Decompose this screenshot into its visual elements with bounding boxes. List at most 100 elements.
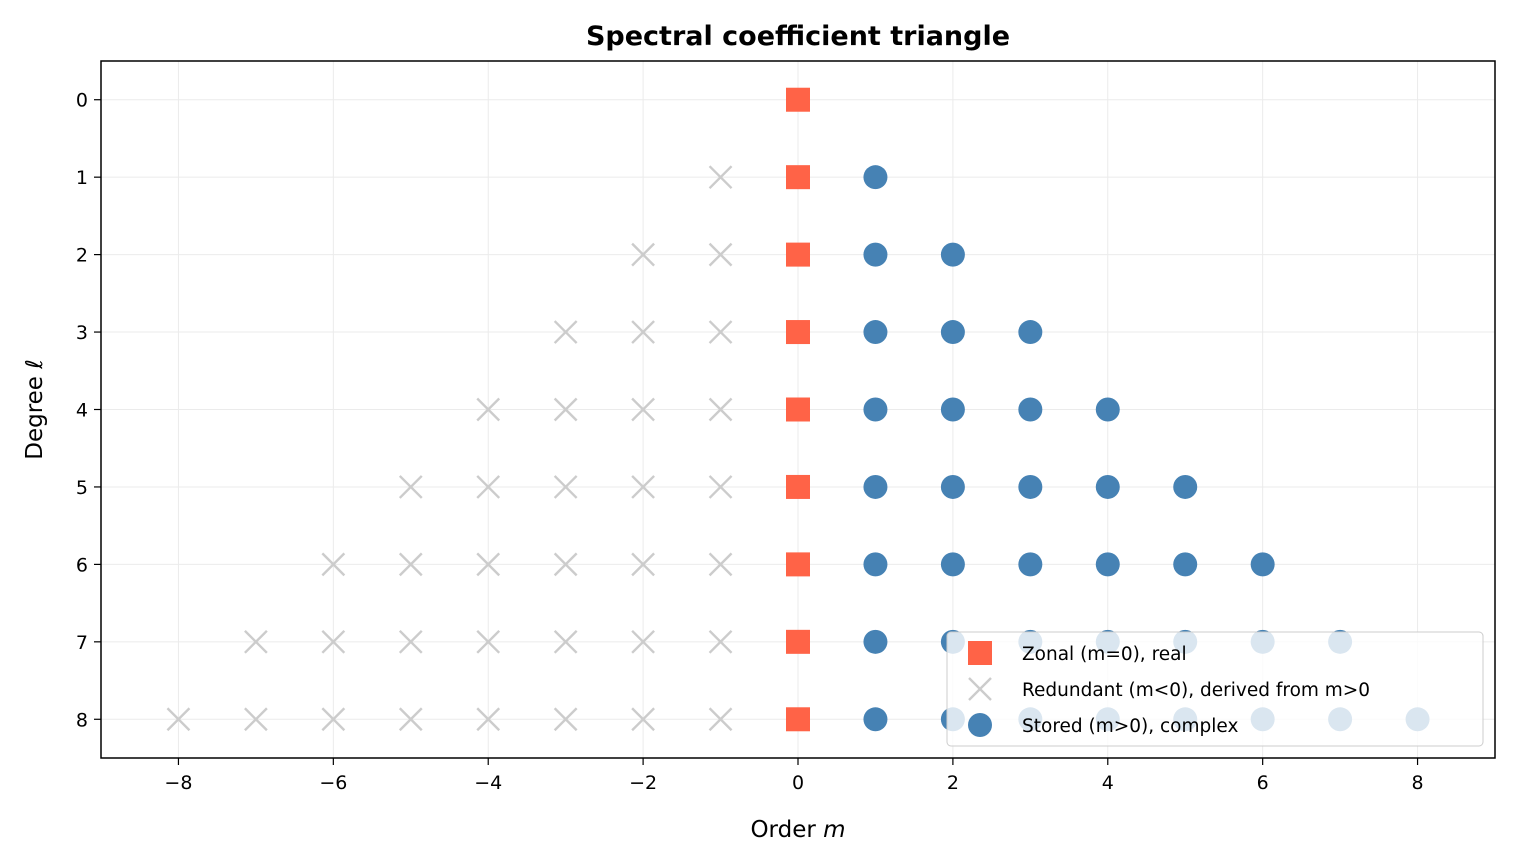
- x-point: [553, 397, 578, 422]
- y-axis-label-var: ℓ: [22, 359, 48, 370]
- x-axis-label: Order m: [750, 817, 845, 843]
- y-axis-label: Degree ℓ: [22, 359, 48, 460]
- x-tick-label: −4: [474, 772, 502, 794]
- circle-point: [863, 320, 888, 345]
- x-point: [321, 629, 346, 654]
- circle-point: [1173, 552, 1198, 577]
- x-point: [244, 707, 268, 732]
- x-point-stroke: [631, 629, 655, 654]
- x-point-stroke: [631, 475, 655, 499]
- y-tick-label: 7: [76, 632, 88, 654]
- x-point: [244, 629, 268, 654]
- x-point-stroke: [321, 707, 346, 732]
- legend-label: Zonal (m=0), real: [1022, 644, 1187, 665]
- circle-point: [940, 552, 965, 577]
- x-point: [398, 552, 423, 577]
- x-axis-label-var: m: [823, 817, 845, 843]
- axis-ticks: −8 −6 −4 −2 0 2 4 6 8 0 1 2 3 4 5 6 7 8: [76, 90, 1424, 794]
- x-point: [553, 475, 578, 499]
- circle-point: [940, 474, 965, 499]
- legend: Zonal (m=0), real Redundant (m<0), derive…: [946, 631, 1484, 747]
- x-point-stroke: [631, 242, 655, 267]
- y-tick-label: 4: [76, 400, 88, 422]
- x-point-stroke: [631, 320, 655, 344]
- x-point-stroke: [476, 397, 501, 422]
- circle-point: [940, 320, 965, 345]
- x-point-stroke: [708, 165, 733, 190]
- chart-title: Spectral coefficient triangle: [586, 21, 1010, 52]
- circle-point: [1250, 552, 1275, 577]
- legend-marker-x: [968, 677, 992, 701]
- x-point: [553, 629, 578, 654]
- x-point-stroke: [553, 629, 578, 654]
- x-point: [321, 707, 346, 732]
- x-point: [321, 552, 346, 577]
- x-point-stroke: [553, 320, 578, 344]
- x-tick-label: −2: [629, 772, 657, 794]
- legend-marker-x-stroke: [968, 677, 992, 701]
- x-point: [708, 242, 733, 267]
- x-point-stroke: [708, 707, 733, 732]
- x-point-stroke: [553, 707, 578, 732]
- x-point: [708, 707, 733, 732]
- x-point-stroke: [553, 552, 578, 577]
- x-point-stroke: [708, 242, 733, 267]
- x-point: [708, 475, 733, 499]
- x-point-stroke: [398, 475, 423, 499]
- x-point: [166, 707, 191, 732]
- data-marks: [166, 87, 1430, 732]
- circle-point: [1018, 474, 1043, 499]
- x-point-stroke: [244, 629, 268, 654]
- x-point-stroke: [476, 707, 501, 732]
- x-point-stroke: [398, 552, 423, 577]
- x-point: [631, 397, 655, 422]
- square-point: [786, 474, 810, 499]
- legend-marker-square: [968, 641, 992, 665]
- series-circle: [863, 165, 1430, 732]
- circle-point: [863, 242, 888, 267]
- x-point: [631, 552, 655, 577]
- x-point: [631, 320, 655, 344]
- legend-box: [946, 631, 1484, 747]
- x-point-stroke: [244, 707, 268, 732]
- legend-marker-circle: [968, 713, 992, 737]
- legend-label: Stored (m>0), complex: [1022, 716, 1238, 737]
- x-tick-label: −6: [319, 772, 347, 794]
- x-point-stroke: [321, 552, 346, 577]
- circle-point: [1095, 552, 1120, 577]
- x-point: [553, 707, 578, 732]
- x-tick-label: 6: [1257, 772, 1269, 794]
- x-tick-label: 8: [1412, 772, 1424, 794]
- circle-point: [1095, 474, 1120, 499]
- square-point: [786, 552, 810, 577]
- x-point-stroke: [476, 629, 501, 654]
- square-point: [786, 707, 810, 732]
- circle-point: [1095, 397, 1120, 422]
- y-axis-label-text: Degree: [22, 369, 48, 460]
- square-point: [786, 165, 810, 190]
- x-tick-label: 2: [947, 772, 959, 794]
- x-point-stroke: [398, 629, 423, 654]
- x-point: [708, 165, 733, 190]
- x-point: [476, 707, 501, 732]
- y-tick-label: 5: [76, 477, 88, 499]
- x-point: [476, 552, 501, 577]
- x-tick-label: 0: [792, 772, 804, 794]
- x-point-stroke: [708, 475, 733, 499]
- x-point: [476, 397, 501, 422]
- x-tick-label: −8: [164, 772, 192, 794]
- x-point-stroke: [708, 320, 733, 344]
- circle-point: [1173, 474, 1198, 499]
- y-tick-label: 3: [76, 322, 88, 344]
- x-point-stroke: [631, 397, 655, 422]
- circle-point: [863, 552, 888, 577]
- x-point-stroke: [553, 397, 578, 422]
- series-x: [166, 165, 733, 732]
- legend-label: Redundant (m<0), derived from m>0: [1022, 680, 1370, 701]
- square-point: [786, 629, 810, 654]
- circle-point: [940, 242, 965, 267]
- y-tick-label: 6: [76, 554, 88, 576]
- x-point: [398, 629, 423, 654]
- circle-point: [940, 397, 965, 422]
- x-tick-label: 4: [1102, 772, 1114, 794]
